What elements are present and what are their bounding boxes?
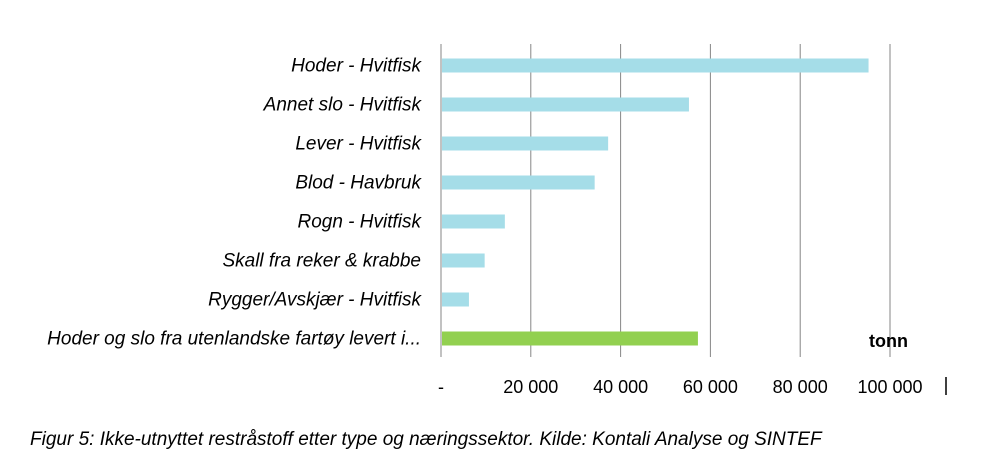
category-label: Rygger/Avskjær - Hvitfisk [208,290,422,311]
category-label: Blod - Havbruk [295,173,422,194]
category-label: Annet slo - Hvitfisk [263,95,423,116]
bars [442,58,869,346]
category-label: Hoder og slo fra utenlandske fartøy leve… [47,329,421,350]
bar-chart: Hoder - Hvitfisk Annet slo - Hvitfisk Leve… [47,44,947,397]
x-tick-label: 100 000 [857,377,922,397]
x-tick-label: 80 000 [773,377,828,397]
bar [442,136,609,151]
unit-label: tonn [869,331,908,351]
category-label: Hoder - Hvitfisk [291,56,422,77]
x-tick-label: 60 000 [683,377,738,397]
x-tick-labels: - 20 000 40 000 60 000 80 000 100 000 [438,377,923,397]
x-tick-label: - [438,377,444,397]
bar [442,292,469,307]
bar [442,214,505,229]
category-label: Skall fra reker & krabbe [222,251,421,272]
category-label: Rogn - Hvitfisk [297,212,422,233]
bar [442,331,698,346]
gridlines [440,44,891,357]
bar [442,253,485,268]
x-tick-label: 20 000 [503,377,558,397]
bar [442,58,869,73]
category-label: Lever - Hvitfisk [295,134,422,155]
bar [442,175,595,190]
figure-caption: Figur 5: Ikke-utnyttet restråstoff etter… [30,429,822,450]
bar [442,97,689,112]
category-labels: Hoder - Hvitfisk Annet slo - Hvitfisk Leve… [47,56,422,350]
x-tick-label: 40 000 [593,377,648,397]
